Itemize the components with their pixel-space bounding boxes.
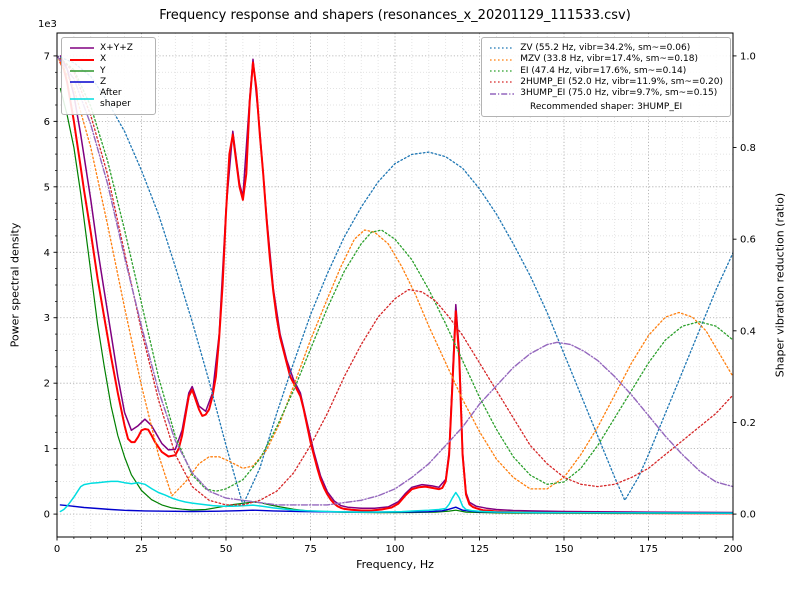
legend-entry-after-shaper: After shaper [69, 88, 148, 109]
legend-entry-xyz: X+Y+Z [69, 43, 148, 53]
legend-psd: X+Y+Z X Y Z After shaper [61, 37, 156, 116]
recommended-shaper-note: Recommended shaper: 3HUMP_EI [530, 101, 683, 112]
legend-line-swatch [490, 70, 515, 72]
legend-entry-ei: EI (47.4 Hz, vibr=17.6%, sm~=0.14) [489, 66, 723, 76]
y-left-tick-label: 6 [44, 117, 50, 128]
y-axis-label-left: Power spectral density [8, 222, 22, 348]
x-tick-label: 50 [220, 544, 233, 555]
legend-line-swatch [490, 81, 515, 83]
x-tick-label: 175 [639, 544, 658, 555]
chart-title: Frequency response and shapers (resonanc… [159, 8, 631, 23]
legend-line-swatch [70, 47, 94, 49]
legend-entry-2hump-ei: 2HUMP_EI (52.0 Hz, vibr=11.9%, sm~=0.20) [489, 77, 723, 87]
legend-entry-zv: ZV (55.2 Hz, vibr=34.2%, sm~=0.06) [489, 43, 723, 53]
y-right-tick-label: 0.2 [740, 418, 756, 429]
series-2hump-ei [57, 55, 733, 506]
legend-line-swatch [70, 97, 94, 100]
y-right-tick-label: 0.8 [740, 143, 756, 154]
x-tick-label: 0 [54, 544, 60, 555]
x-axis-label: Frequency, Hz [356, 558, 434, 571]
y-axis-offset-text: 1e3 [38, 19, 57, 30]
legend-line-swatch [70, 58, 94, 61]
y-left-tick-label: 4 [44, 248, 50, 259]
legend-label: MZV (33.8 Hz, vibr=17.4%, sm~=0.18) [520, 54, 698, 65]
y-left-tick-label: 0 [44, 510, 50, 521]
y-left-tick-label: 1 [44, 444, 50, 455]
legend-label: 3HUMP_EI (75.0 Hz, vibr=9.7%, sm~=0.15) [520, 88, 718, 99]
legend-label: ZV (55.2 Hz, vibr=34.2%, sm~=0.06) [520, 43, 691, 53]
y-right-tick-label: 0.4 [740, 326, 756, 337]
y-left-tick-label: 3 [44, 313, 50, 324]
legend-line-swatch [490, 58, 515, 61]
legend-label: EI (47.4 Hz, vibr=17.6%, sm~=0.14) [520, 65, 687, 76]
x-tick-label: 75 [304, 544, 317, 555]
legend-label: After shaper [100, 88, 131, 109]
legend-label: Z [100, 77, 107, 88]
y-axis-label-right: Shaper vibration reduction (ratio) [773, 192, 787, 378]
y-left-tick-label: 7 [44, 51, 50, 62]
series-zv [57, 55, 733, 506]
y-right-tick-label: 0.6 [740, 235, 756, 246]
legend-entry-x: X [69, 54, 148, 64]
x-tick-label: 25 [135, 544, 148, 555]
legend-line-swatch [70, 70, 94, 72]
legend-label: Y [100, 65, 106, 76]
legend-line-swatch [490, 47, 515, 49]
legend-line-swatch [490, 92, 515, 95]
y-left-tick-label: 5 [44, 182, 50, 193]
legend-entry-3hump-ei: 3HUMP_EI (75.0 Hz, vibr=9.7%, sm~=0.15) [489, 88, 723, 98]
x-tick-label: 100 [385, 544, 404, 555]
legend-shapers: ZV (55.2 Hz, vibr=34.2%, sm~=0.06) MZV (3… [481, 37, 731, 117]
series-after-shaper [59, 480, 733, 514]
y-left-tick-label: 2 [44, 379, 50, 390]
series-x [59, 61, 733, 515]
legend-label: X [100, 54, 107, 65]
legend-entry-mzv: MZV (33.8 Hz, vibr=17.4%, sm~=0.18) [489, 54, 723, 64]
x-tick-label: 150 [554, 544, 573, 555]
series-ei [57, 55, 733, 492]
legend-label: X+Y+Z [100, 43, 133, 53]
x-tick-label: 200 [723, 544, 742, 555]
y-right-tick-label: 1.0 [740, 51, 756, 62]
series-mzv [57, 55, 733, 497]
x-tick-label: 125 [470, 544, 489, 555]
y-right-tick-label: 0.0 [740, 510, 756, 521]
series-3hump-ei [57, 55, 733, 506]
legend-entry-y: Y [69, 66, 148, 76]
legend-entry-z: Z [69, 77, 148, 87]
legend-line-swatch [70, 81, 94, 83]
legend-label: 2HUMP_EI (52.0 Hz, vibr=11.9%, sm~=0.20) [520, 77, 723, 88]
